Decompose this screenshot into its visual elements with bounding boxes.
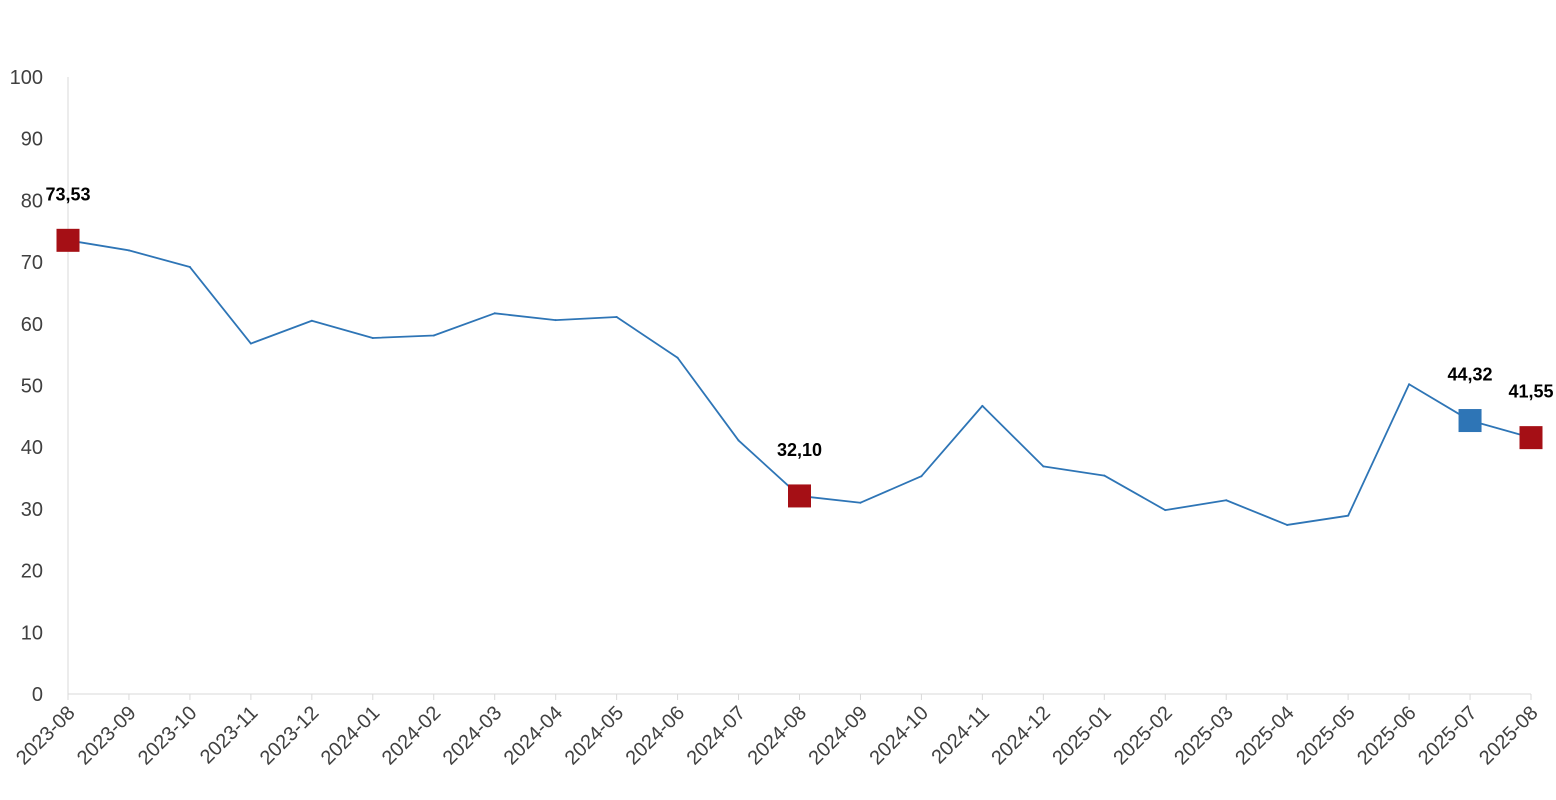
y-tick-label: 30: [21, 499, 43, 521]
y-tick-label: 50: [21, 376, 43, 398]
x-tick-label: 2024-08: [744, 702, 811, 769]
data-point: [1225, 499, 1228, 502]
x-tick-label: 2024-07: [683, 702, 750, 769]
x-tick-label: 2024-12: [987, 702, 1054, 769]
x-tick-label: 2024-04: [500, 702, 567, 769]
x-tick-label: 2025-08: [1475, 702, 1542, 769]
x-tick-label: 2023-09: [73, 702, 140, 769]
x-tick-label: 2025-02: [1109, 702, 1176, 769]
x-tick-label: 2025-07: [1414, 702, 1481, 769]
data-point: [127, 249, 130, 252]
x-tick-label: 2024-09: [805, 702, 872, 769]
x-tick-label: 2023-12: [256, 702, 323, 769]
data-point: [920, 475, 923, 478]
data-point: [1042, 465, 1045, 468]
y-tick-label: 40: [21, 437, 43, 459]
data-point: [859, 501, 862, 504]
data-point: [249, 342, 252, 345]
data-point: [1286, 523, 1289, 526]
x-tick-label: 2024-11: [927, 702, 993, 768]
series-line: [67, 239, 1532, 526]
y-tick-labels: 0 10 20 30 40 50 60 70 80 90 100: [10, 67, 43, 706]
axes-group: [67, 77, 1532, 700]
data-point: [188, 266, 191, 269]
highlight-markers: [56, 228, 1543, 508]
data-label: 44,32: [1448, 365, 1493, 385]
data-point: [493, 312, 496, 315]
data-label: 32,10: [777, 440, 822, 460]
x-tick-label: 2025-04: [1231, 702, 1298, 769]
y-tick-label: 90: [21, 129, 43, 151]
data-point: [676, 356, 679, 359]
data-point: [371, 336, 374, 339]
data-point: [554, 319, 557, 322]
y-tick-label: 0: [32, 684, 43, 706]
x-tick-label: 2024-06: [622, 702, 689, 769]
y-tick-label: 80: [21, 190, 43, 212]
x-tick-label: 2025-06: [1353, 702, 1420, 769]
data-point: [432, 334, 435, 337]
data-point: [1408, 383, 1411, 386]
x-tick-label: 2023-10: [134, 702, 201, 769]
x-tick-label: 2024-03: [439, 702, 506, 769]
x-tick-label: 2024-01: [317, 702, 384, 769]
x-tick-label: 2025-05: [1292, 702, 1359, 769]
x-tick-label: 2023-11: [196, 702, 262, 768]
y-tick-label: 70: [21, 252, 43, 274]
x-tick-labels: 2023-082023-092023-102023-112023-122024-…: [12, 702, 1542, 769]
data-label: 41,55: [1508, 382, 1553, 402]
y-tick-label: 20: [21, 561, 43, 583]
y-tick-label: 60: [21, 314, 43, 336]
data-point: [737, 439, 740, 442]
highlight-marker: [788, 484, 811, 508]
data-point: [310, 319, 313, 322]
x-tick-label: 2024-02: [378, 702, 445, 769]
x-tick-label: 2024-05: [561, 702, 628, 769]
data-point: [1103, 474, 1106, 477]
data-point: [1164, 509, 1167, 512]
data-label: 73,53: [45, 184, 90, 204]
x-tick-label: 2024-10: [865, 702, 932, 769]
highlight-marker: [1519, 426, 1543, 450]
x-tick-label: 2025-03: [1170, 702, 1237, 769]
highlight-marker: [56, 228, 80, 252]
y-tick-label: 10: [21, 622, 43, 644]
series-group: [67, 239, 1532, 526]
data-point: [981, 404, 984, 407]
data-labels: 73,53 32,10 44,32 41,55: [45, 184, 1553, 460]
x-tick-label: 2023-08: [12, 702, 79, 769]
highlight-marker: [1458, 409, 1482, 433]
data-point: [1347, 514, 1350, 517]
data-point: [615, 316, 618, 319]
y-tick-label: 100: [10, 67, 43, 89]
x-tick-label: 2025-01: [1048, 702, 1115, 769]
